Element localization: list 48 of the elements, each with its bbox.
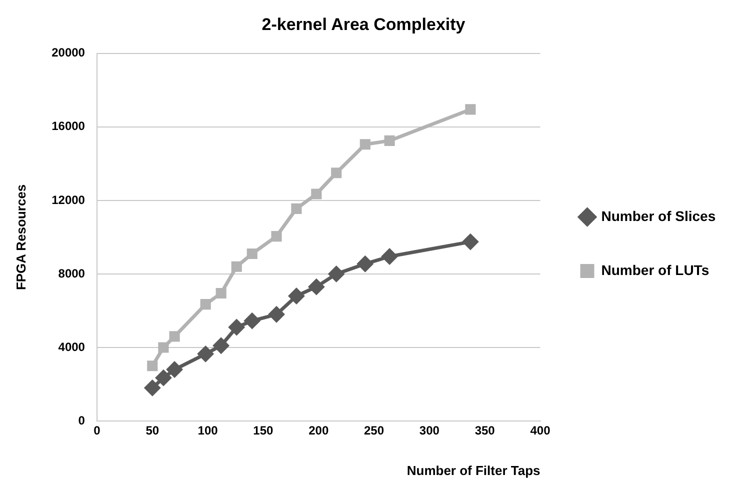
point [382, 248, 398, 264]
point [169, 331, 180, 342]
y-tick-label: 0 [78, 413, 86, 428]
y-tick-label: 16000 [52, 119, 86, 134]
x-tick-label: 50 [146, 424, 160, 438]
point [244, 313, 260, 329]
point [213, 338, 229, 354]
point [144, 380, 160, 396]
point [331, 168, 342, 178]
point [271, 230, 282, 242]
point [216, 288, 226, 299]
x-tick-label: 200 [308, 424, 329, 438]
y-axis-title: FPGA Resources [13, 184, 28, 290]
x-tick-label: 250 [364, 424, 384, 438]
chart-title: 2-kernel Area Complexity [262, 14, 466, 34]
point [200, 299, 211, 310]
point [198, 346, 214, 362]
point [291, 203, 302, 214]
point [357, 256, 373, 272]
y-tick-label: 4000 [58, 340, 86, 354]
x-tick-label: 350 [474, 424, 496, 438]
point [231, 261, 242, 272]
point [158, 342, 169, 353]
x-tick-label: 100 [198, 424, 218, 438]
x-tick-label: 400 [530, 424, 551, 438]
y-tick-label: 8000 [58, 266, 86, 280]
point [156, 370, 172, 386]
point [308, 279, 324, 295]
point [147, 360, 158, 372]
x-tick-label: 0 [94, 424, 101, 438]
point [311, 188, 322, 200]
point [360, 139, 370, 150]
legend-label: Number of LUTs [601, 262, 710, 278]
point [268, 306, 284, 322]
y-tick-label: 20000 [52, 46, 86, 60]
point [228, 320, 244, 336]
y-tick-label: 12000 [52, 192, 86, 207]
point [462, 234, 478, 250]
point [166, 362, 182, 378]
point [384, 135, 395, 146]
x-axis-title: Number of Filter Taps [406, 462, 540, 478]
point [328, 266, 344, 282]
point [288, 288, 304, 304]
x-tick-label: 150 [253, 424, 274, 438]
legend-label: Number of Slices [601, 208, 716, 224]
point [465, 104, 476, 115]
x-tick-label: 300 [419, 424, 440, 438]
point [246, 248, 258, 260]
